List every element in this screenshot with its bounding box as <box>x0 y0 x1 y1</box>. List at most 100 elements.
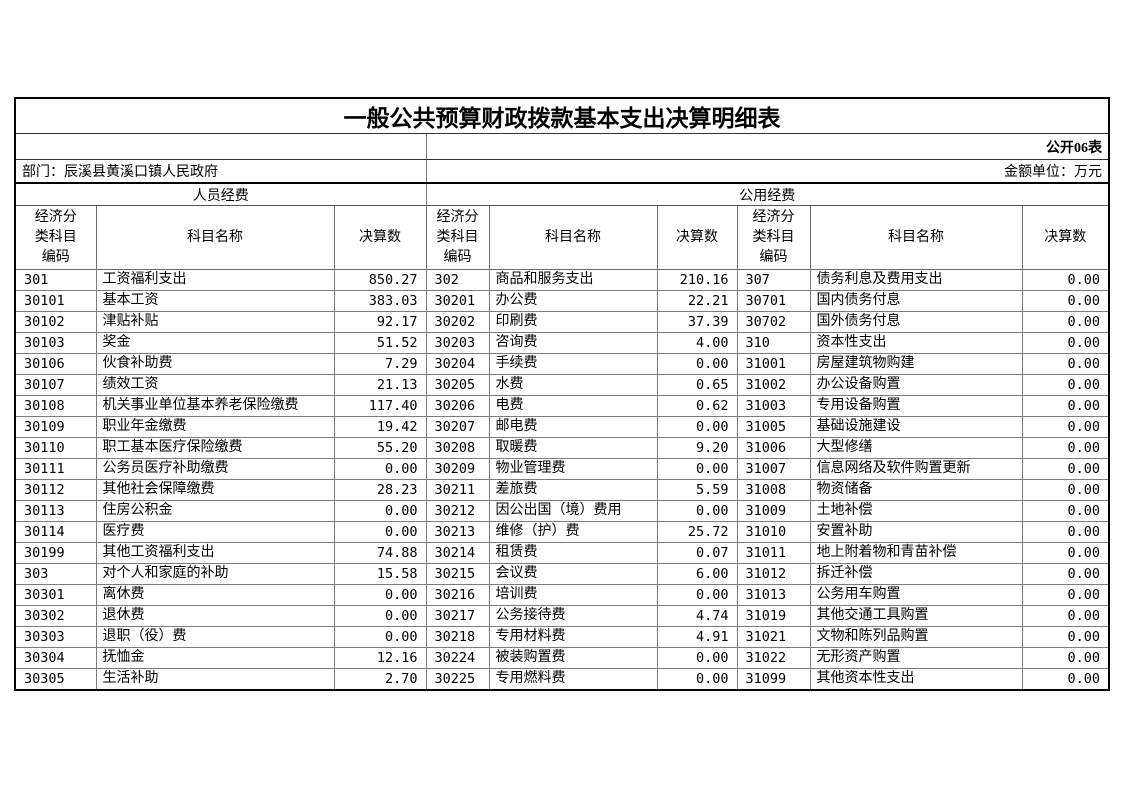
subject-name-cell: 其他交通工具购置 <box>809 605 1023 627</box>
code-cell: 30103 <box>14 332 97 354</box>
header-value-3: 决算数 <box>1021 205 1110 270</box>
subject-name-cell: 津贴补贴 <box>95 311 335 333</box>
code-cell: 30305 <box>14 668 97 691</box>
table-row: 30106 伙食补助费 7.29 30204 手续费 0.00 31001 房屋建筑物购建 0.… <box>14 353 1110 375</box>
code-cell: 31022 <box>736 647 811 669</box>
subject-name-cell: 职工基本医疗保险缴费 <box>95 437 335 459</box>
value-cell: 210.16 <box>656 269 738 291</box>
header-code-1: 经济分类科目编码 <box>14 205 97 270</box>
subject-name-cell: 物业管理费 <box>488 458 658 480</box>
value-cell: 4.00 <box>656 332 738 354</box>
value-cell: 0.00 <box>656 416 738 438</box>
value-cell: 19.42 <box>333 416 427 438</box>
subject-name-cell: 资本性支出 <box>809 332 1023 354</box>
value-cell: 0.00 <box>1021 458 1110 480</box>
value-cell: 117.40 <box>333 395 427 417</box>
value-cell: 0.00 <box>656 458 738 480</box>
table-row: 30304 抚恤金 12.16 30224 被装购置费 0.00 31022 无形资产购置 0.… <box>14 647 1110 669</box>
subject-name-cell: 公务接待费 <box>488 605 658 627</box>
table-row: 30303 退职（役）费 0.00 30218 专用材料费 4.91 31021 文物和陈列品… <box>14 626 1110 648</box>
code-cell: 30215 <box>425 563 490 585</box>
table-row: 30103 奖金 51.52 30203 咨询费 4.00 310 资本性支出 0.00 <box>14 332 1110 354</box>
subject-name-cell: 地上附着物和青苗补偿 <box>809 542 1023 564</box>
subject-name-cell: 咨询费 <box>488 332 658 354</box>
code-cell: 30206 <box>425 395 490 417</box>
code-cell: 30218 <box>425 626 490 648</box>
code-cell: 30216 <box>425 584 490 606</box>
subject-name-cell: 文物和陈列品购置 <box>809 626 1023 648</box>
subject-name-cell: 邮电费 <box>488 416 658 438</box>
code-cell: 30302 <box>14 605 97 627</box>
code-cell: 31009 <box>736 500 811 522</box>
code-cell: 31011 <box>736 542 811 564</box>
value-cell: 7.29 <box>333 353 427 375</box>
subject-name-cell: 基础设施建设 <box>809 416 1023 438</box>
value-cell: 0.00 <box>1021 563 1110 585</box>
table-row: 30112 其他社会保障缴费 28.23 30211 差旅费 5.59 31008 物资储备 0… <box>14 479 1110 501</box>
code-cell: 30217 <box>425 605 490 627</box>
value-cell: 0.62 <box>656 395 738 417</box>
code-cell: 31003 <box>736 395 811 417</box>
budget-detail-table: 一般公共预算财政拨款基本支出决算明细表 公开06表 部门：辰溪县黄溪口镇人民政府… <box>14 97 1111 691</box>
sheet-row-spacer <box>15 133 426 160</box>
value-cell: 0.07 <box>656 542 738 564</box>
subject-name-cell: 伙食补助费 <box>95 353 335 375</box>
value-cell: 25.72 <box>656 521 738 543</box>
subject-name-cell: 差旅费 <box>488 479 658 501</box>
value-cell: 0.00 <box>1021 353 1110 375</box>
code-cell: 310 <box>736 332 811 354</box>
subject-name-cell: 公务员医疗补助缴费 <box>95 458 335 480</box>
header-name-1: 科目名称 <box>95 205 335 270</box>
code-cell: 31006 <box>736 437 811 459</box>
subject-name-cell: 专用材料费 <box>488 626 658 648</box>
code-cell: 30211 <box>425 479 490 501</box>
table-row: 303 对个人和家庭的补助 15.58 30215 会议费 6.00 31012 拆迁补偿 0.… <box>14 563 1110 585</box>
code-cell: 30111 <box>14 458 97 480</box>
table-row: 30101 基本工资 383.03 30201 办公费 22.21 30701 国内债务付息 0… <box>14 290 1110 312</box>
code-cell: 30108 <box>14 395 97 417</box>
value-cell: 0.00 <box>1021 647 1110 669</box>
code-cell: 30112 <box>14 479 97 501</box>
subject-name-cell: 信息网络及软件购置更新 <box>809 458 1023 480</box>
code-cell: 30204 <box>425 353 490 375</box>
subject-name-cell: 国外债务付息 <box>809 311 1023 333</box>
code-cell: 31019 <box>736 605 811 627</box>
code-cell: 30101 <box>14 290 97 312</box>
table-row: 30102 津贴补贴 92.17 30202 印刷费 37.39 30702 国外债务付息 0.… <box>14 311 1110 333</box>
subject-name-cell: 抚恤金 <box>95 647 335 669</box>
code-cell: 301 <box>14 269 97 291</box>
subject-name-cell: 无形资产购置 <box>809 647 1023 669</box>
value-cell: 0.00 <box>1021 395 1110 417</box>
code-cell: 31002 <box>736 374 811 396</box>
code-cell: 31099 <box>736 668 811 691</box>
value-cell: 0.00 <box>333 584 427 606</box>
code-cell: 30214 <box>425 542 490 564</box>
value-cell: 12.16 <box>333 647 427 669</box>
table-row: 30109 职业年金缴费 19.42 30207 邮电费 0.00 31005 基础设施建设 0… <box>14 416 1110 438</box>
value-cell: 0.00 <box>1021 269 1110 291</box>
value-cell: 383.03 <box>333 290 427 312</box>
header-value-1: 决算数 <box>333 205 427 270</box>
subject-name-cell: 印刷费 <box>488 311 658 333</box>
page-title: 一般公共预算财政拨款基本支出决算明细表 <box>15 98 1110 134</box>
subject-name-cell: 大型修缮 <box>809 437 1023 459</box>
value-cell: 0.00 <box>1021 500 1110 522</box>
value-cell: 5.59 <box>656 479 738 501</box>
value-cell: 15.58 <box>333 563 427 585</box>
value-cell: 0.00 <box>1021 416 1110 438</box>
sheet-label: 公开06表 <box>425 133 1110 160</box>
value-cell: 22.21 <box>656 290 738 312</box>
value-cell: 0.00 <box>333 458 427 480</box>
code-cell: 30702 <box>736 311 811 333</box>
subject-name-cell: 生活补助 <box>95 668 335 691</box>
code-cell: 30110 <box>14 437 97 459</box>
subject-name-cell: 安置补助 <box>809 521 1023 543</box>
subject-name-cell: 机关事业单位基本养老保险缴费 <box>95 395 335 417</box>
subject-name-cell: 房屋建筑物购建 <box>809 353 1023 375</box>
code-cell: 30113 <box>14 500 97 522</box>
value-cell: 0.00 <box>656 668 738 691</box>
code-cell: 31012 <box>736 563 811 585</box>
subject-name-cell: 绩效工资 <box>95 374 335 396</box>
code-cell: 31007 <box>736 458 811 480</box>
subject-name-cell: 其他资本性支出 <box>809 668 1023 691</box>
